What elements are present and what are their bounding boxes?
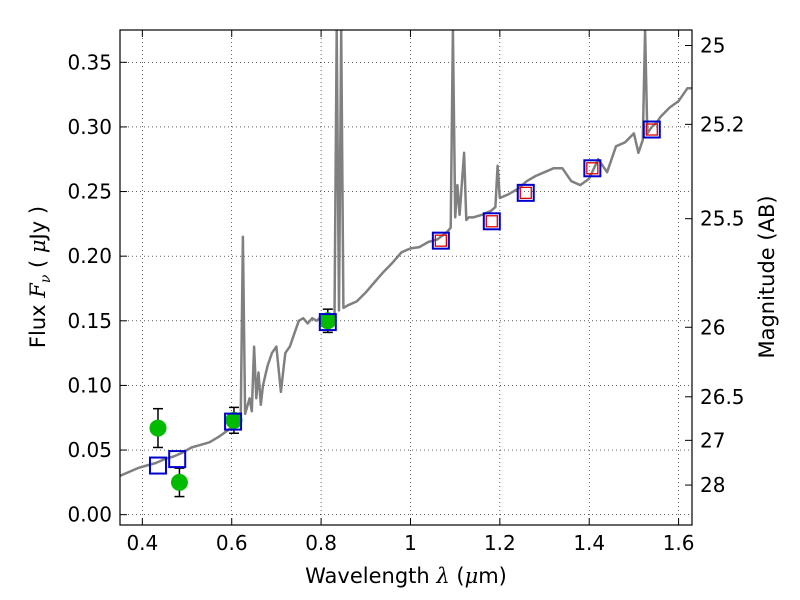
y-axis-label-sub: ν <box>38 274 54 283</box>
y-axis-label-units-open: ( <box>26 253 50 275</box>
blue-square-point <box>224 412 243 431</box>
blue-square-point <box>318 313 337 332</box>
axis-ticks: 0.4 0.6 0.8 1 1.2 1.4 1.6 0.00 0.05 0.10 0.15 0.20 0… <box>67 30 745 555</box>
y-axis-label-prefix: Flux <box>26 298 50 348</box>
x-tick-label: 1.2 <box>484 531 516 555</box>
y2-tick-label: 25.2 <box>700 112 745 136</box>
x-tick-label: 0.4 <box>126 531 158 555</box>
y-axis-label-units-mu: μ <box>26 239 50 253</box>
blue-square-point <box>516 183 535 202</box>
x-tick-label: 0.8 <box>305 531 337 555</box>
y-tick-label: 0.20 <box>67 244 112 268</box>
x-tick-label: 1.6 <box>663 531 695 555</box>
x-tick-label: 1 <box>404 531 417 555</box>
blue-square-point <box>168 450 187 469</box>
y2-tick-label: 26.5 <box>700 385 745 409</box>
x-axis-label-units-mu: μ <box>465 564 479 588</box>
y-tick-label: 0.25 <box>67 180 112 204</box>
grid-lines <box>120 30 692 525</box>
blue-square-point <box>148 456 167 475</box>
x-axis-label-symbol: λ <box>435 564 449 588</box>
x-tick-label: 0.6 <box>216 531 248 555</box>
x-axis-label-units-open: ( <box>450 564 465 588</box>
red-square-point <box>434 234 448 247</box>
plot-area <box>120 30 692 498</box>
green-point <box>149 419 167 437</box>
y2-tick-label: 25 <box>700 34 725 58</box>
green-point <box>319 312 337 330</box>
plot-frame <box>119 29 693 526</box>
blue-square-point <box>583 159 602 178</box>
red-square-point <box>645 123 658 136</box>
y-axis-label-units-close: Jy ) <box>26 206 50 242</box>
x-tick-label: 1.4 <box>573 531 605 555</box>
x-axis-label: Wavelength λ (μm) <box>305 564 507 588</box>
blue-square-point <box>482 212 501 231</box>
x-axis-label-units-close: m) <box>478 564 507 588</box>
green-point <box>225 411 243 429</box>
y-tick-label: 0.35 <box>67 50 112 74</box>
y-tick-label: 0.30 <box>67 115 112 139</box>
green-point <box>170 473 188 491</box>
y-tick-label: 0.15 <box>67 309 112 333</box>
red-square-point <box>586 162 599 175</box>
blue-square-point <box>642 120 661 139</box>
y2-tick-label: 27 <box>700 428 725 452</box>
y2-axis-label: Magnitude (AB) <box>755 195 779 358</box>
y-axis-label-symbol: F <box>26 282 50 299</box>
y-tick-label: 0.05 <box>67 438 112 462</box>
x-axis-label-prefix: Wavelength <box>305 564 436 588</box>
blue-square-point <box>431 231 450 250</box>
y-axis-label: Flux Fν ( μJy ) <box>26 206 54 348</box>
y-tick-label: 0.00 <box>67 503 112 527</box>
y2-tick-label: 28 <box>700 473 725 497</box>
y2-tick-label: 26 <box>700 315 725 339</box>
red-square-point <box>519 186 532 199</box>
y-tick-label: 0.10 <box>67 373 112 397</box>
red-square-point <box>485 215 498 228</box>
y2-tick-label: 25.5 <box>700 207 745 231</box>
